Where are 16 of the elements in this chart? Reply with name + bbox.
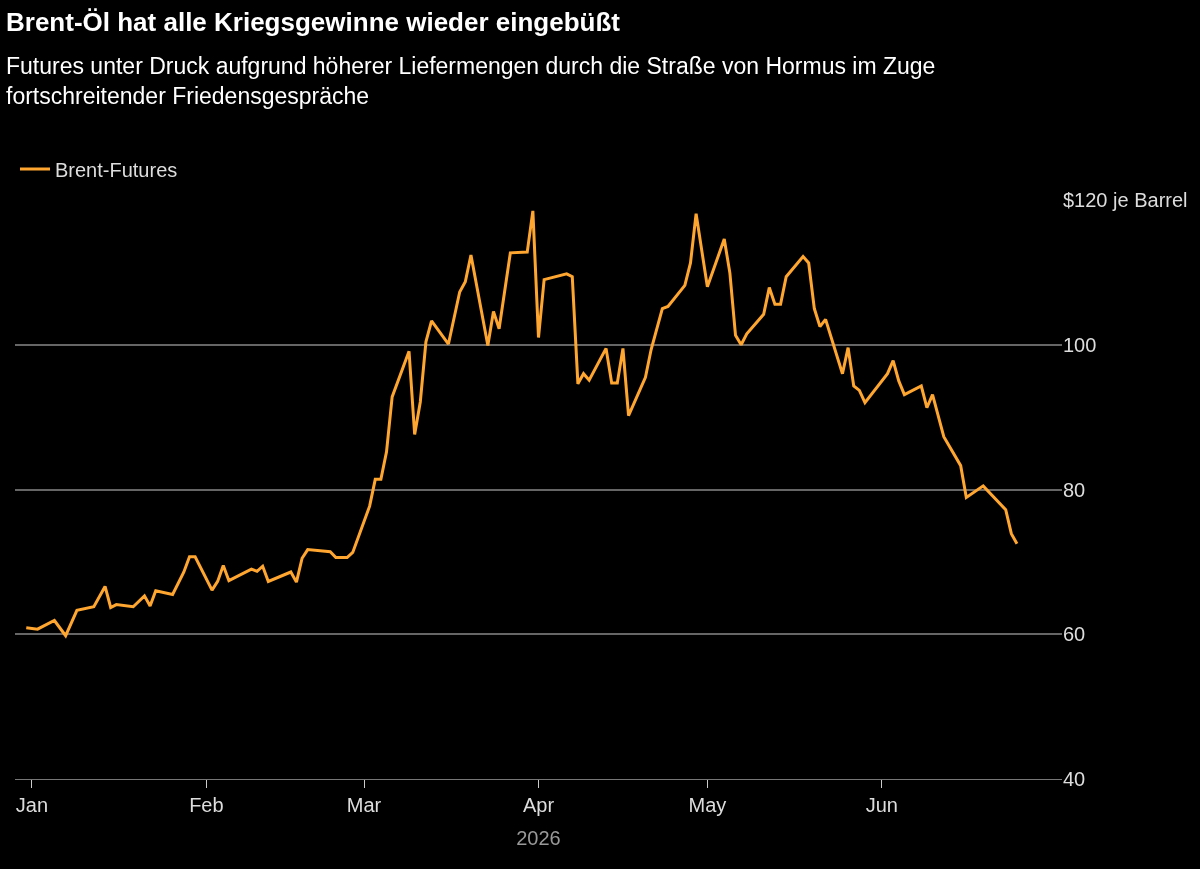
x-tick-label: Apr	[522, 794, 555, 816]
legend-label: Brent-Futures	[55, 158, 178, 181]
line-series	[24, 209, 1019, 638]
y-tick-label: 80	[1063, 478, 1086, 501]
chart-title: Brent-Öl hat alle Kriegsgewinne wieder eingebüßt	[6, 7, 621, 38]
x-tick-label: Jun	[865, 794, 898, 816]
x-tick-label: Feb	[189, 794, 224, 816]
y-tick-label: 100	[1063, 333, 1097, 356]
x-tick-label: Mar	[346, 794, 382, 816]
chart-subtitle: Futures unter Druck aufgrund höherer Liefermengen durch die Straße von Hormus im Zuge fortschreitender Friedensgespräche	[6, 53, 936, 109]
x-tick-label: May	[688, 794, 727, 816]
y-tick-label: 40	[1063, 768, 1086, 790]
x-axis-title: 2026	[516, 826, 561, 849]
y-tick-label: $120 je Barrel	[1063, 189, 1188, 211]
y-tick-label: 60	[1063, 623, 1086, 646]
x-tick-label: Jan	[15, 794, 49, 816]
